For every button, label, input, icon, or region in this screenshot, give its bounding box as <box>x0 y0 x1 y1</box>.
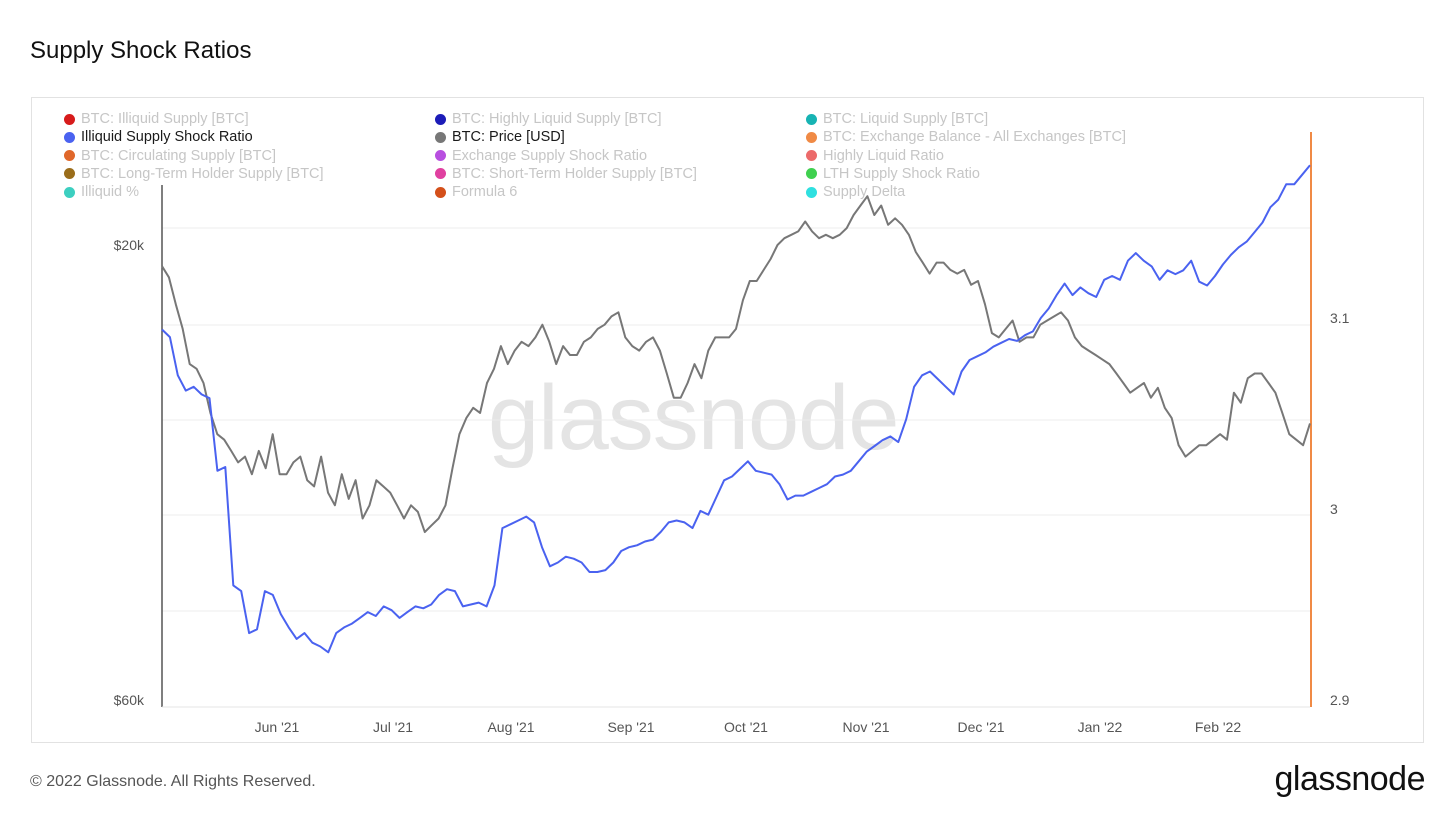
legend-label: Illiquid % <box>81 184 140 201</box>
legend-dot-icon <box>435 150 446 162</box>
copyright-text: © 2022 Glassnode. All Rights Reserved. <box>30 773 316 790</box>
legend-item[interactable]: Illiquid Supply Shock Ratio <box>64 129 253 145</box>
legend-label: BTC: Long-Term Holder Supply [BTC] <box>81 165 324 182</box>
legend-item[interactable]: BTC: Short-Term Holder Supply [BTC] <box>435 166 697 182</box>
legend-dot-icon <box>435 186 446 198</box>
illiquid-ratio-series-line <box>161 164 1311 654</box>
legend-dot-icon <box>806 150 817 162</box>
legend-label: Formula 6 <box>452 184 518 201</box>
legend-item[interactable]: LTH Supply Shock Ratio <box>806 166 980 182</box>
legend-label: BTC: Short-Term Holder Supply [BTC] <box>452 165 697 182</box>
legend-item[interactable]: BTC: Liquid Supply [BTC] <box>806 111 988 127</box>
legend-label: LTH Supply Shock Ratio <box>823 165 980 182</box>
x-tick-label: Jan '22 <box>1078 719 1123 735</box>
legend-item[interactable]: BTC: Illiquid Supply [BTC] <box>64 111 249 127</box>
legend-dot-icon <box>806 131 817 143</box>
y-right-tick-label: 3.1 <box>1330 310 1350 326</box>
legend-dot-icon <box>806 113 817 125</box>
y-left-tick-label: $20k <box>114 237 145 253</box>
legend-dot-icon <box>435 131 446 143</box>
price-series-line <box>161 195 1311 534</box>
legend-label: BTC: Illiquid Supply [BTC] <box>81 111 249 127</box>
legend-dot-icon <box>64 150 75 162</box>
legend-dot-icon <box>64 113 75 125</box>
legend-item[interactable]: Supply Delta <box>806 184 905 200</box>
legend-dot-icon <box>435 168 446 180</box>
legend-item[interactable]: BTC: Highly Liquid Supply [BTC] <box>435 111 662 127</box>
legend-dot-icon <box>64 186 75 198</box>
legend-label: BTC: Highly Liquid Supply [BTC] <box>452 111 662 127</box>
y-left-tick-label: $60k <box>114 692 145 708</box>
x-tick-label: Nov '21 <box>842 719 889 735</box>
legend-dot-icon <box>435 113 446 125</box>
legend-item[interactable]: BTC: Long-Term Holder Supply [BTC] <box>64 166 324 182</box>
legend-item[interactable]: Exchange Supply Shock Ratio <box>435 148 647 164</box>
x-tick-label: Sep '21 <box>607 719 654 735</box>
legend-dot-icon <box>64 168 75 180</box>
y-right-tick-label: 2.9 <box>1330 692 1350 708</box>
legend-label: Illiquid Supply Shock Ratio <box>81 129 253 146</box>
legend-item[interactable]: Illiquid % <box>64 184 139 200</box>
x-tick-label: Feb '22 <box>1195 719 1241 735</box>
legend-label: BTC: Liquid Supply [BTC] <box>823 111 989 127</box>
glassnode-logo[interactable]: glassnode <box>1274 760 1425 798</box>
legend-item[interactable]: Formula 6 <box>435 184 517 200</box>
chart-card <box>31 97 1424 743</box>
legend-dot-icon <box>806 168 817 180</box>
legend-item[interactable]: Highly Liquid Ratio <box>806 148 944 164</box>
legend-dot-icon <box>806 186 817 198</box>
legend-label: BTC: Circulating Supply [BTC] <box>81 147 277 164</box>
x-tick-label: Jul '21 <box>373 719 413 735</box>
x-tick-label: Oct '21 <box>724 719 768 735</box>
legend-label: Supply Delta <box>823 184 906 201</box>
x-tick-label: Dec '21 <box>957 719 1004 735</box>
x-tick-label: Aug '21 <box>487 719 534 735</box>
legend-label: BTC: Price [USD] <box>452 129 565 146</box>
page-title: Supply Shock Ratios <box>30 37 252 64</box>
x-tick-label: Jun '21 <box>255 719 300 735</box>
legend-item[interactable]: BTC: Price [USD] <box>435 129 565 145</box>
legend-item[interactable]: BTC: Exchange Balance - All Exchanges [B… <box>806 129 1126 145</box>
y-right-tick-label: 3 <box>1330 501 1338 517</box>
legend-label: Highly Liquid Ratio <box>823 147 944 164</box>
legend-label: BTC: Exchange Balance - All Exchanges [B… <box>823 129 1127 146</box>
legend-item[interactable]: BTC: Circulating Supply [BTC] <box>64 148 276 164</box>
legend-dot-icon <box>64 131 75 143</box>
legend-label: Exchange Supply Shock Ratio <box>452 147 648 164</box>
